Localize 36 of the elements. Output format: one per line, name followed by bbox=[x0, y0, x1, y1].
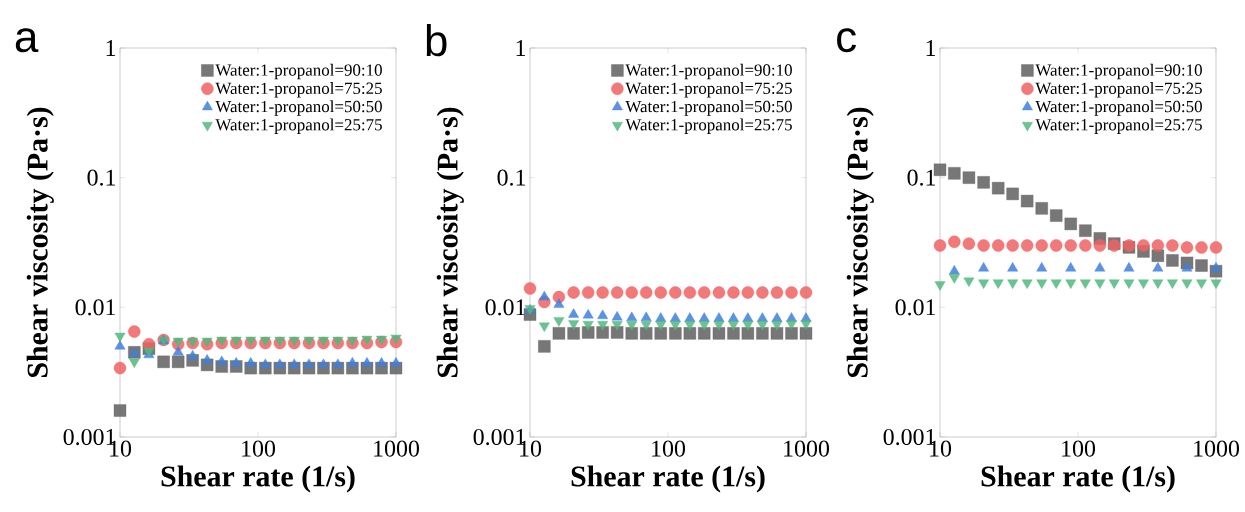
y-tick-label: 1 bbox=[516, 40, 526, 56]
y-tick-label: 0.01 bbox=[485, 299, 526, 316]
text: b bbox=[426, 24, 447, 57]
x-tick-label: 100 bbox=[652, 440, 686, 457]
legend-label: Water:1-propanol=75:25 bbox=[1035, 82, 1202, 98]
legend-label: Water:1-propanol=75:25 bbox=[215, 82, 382, 98]
y-tick-label: 0.1 bbox=[87, 169, 116, 186]
x-tick-label: 1000 bbox=[374, 440, 419, 457]
y-tick-label: 0.1 bbox=[497, 169, 526, 186]
legend-label: Water:1-propanol=90:10 bbox=[215, 63, 382, 80]
x-tick-label: 1000 bbox=[784, 440, 830, 457]
x-axis-title: Shear rate (1/s) bbox=[571, 465, 765, 493]
x-axis-title: Shear rate (1/s) bbox=[981, 465, 1175, 493]
legend-label: Water:1-propanol=25:75 bbox=[625, 118, 792, 134]
y-tick-label: 1 bbox=[926, 40, 936, 56]
y-tick-label: 0.1 bbox=[907, 169, 936, 186]
legend-label: Water:1-propanol=50:50 bbox=[215, 100, 382, 116]
legend-label: Water:1-propanol=25:75 bbox=[215, 118, 382, 134]
x-tick-label: 100 bbox=[242, 440, 276, 457]
y-tick-label: 0.01 bbox=[895, 299, 936, 316]
x-tick-label: 100 bbox=[1062, 440, 1096, 457]
legend-label: Water:1-propanol=50:50 bbox=[1035, 100, 1202, 116]
text: a bbox=[15, 28, 39, 53]
y-axis-title: Shear viscosity (Pa·s) bbox=[846, 107, 874, 378]
text: c bbox=[837, 28, 856, 53]
y-axis-title: Shear viscosity (Pa·s) bbox=[436, 107, 464, 378]
x-tick-label: 1000 bbox=[1194, 440, 1240, 457]
legend-label: Water:1-propanol=25:75 bbox=[1035, 118, 1202, 134]
legend-label: Water:1-propanol=50:50 bbox=[625, 100, 792, 116]
legend-label: Water:1-propanol=90:10 bbox=[625, 63, 792, 80]
x-axis-title: Shear rate (1/s) bbox=[161, 465, 355, 493]
legend-label: Water:1-propanol=90:10 bbox=[1035, 63, 1202, 80]
y-axis-title: Shear viscosity (Pa·s) bbox=[26, 107, 54, 378]
y-tick-label: 0.01 bbox=[75, 299, 116, 316]
legend-label: Water:1-propanol=75:25 bbox=[625, 82, 792, 98]
y-tick-label: 1 bbox=[106, 40, 116, 56]
